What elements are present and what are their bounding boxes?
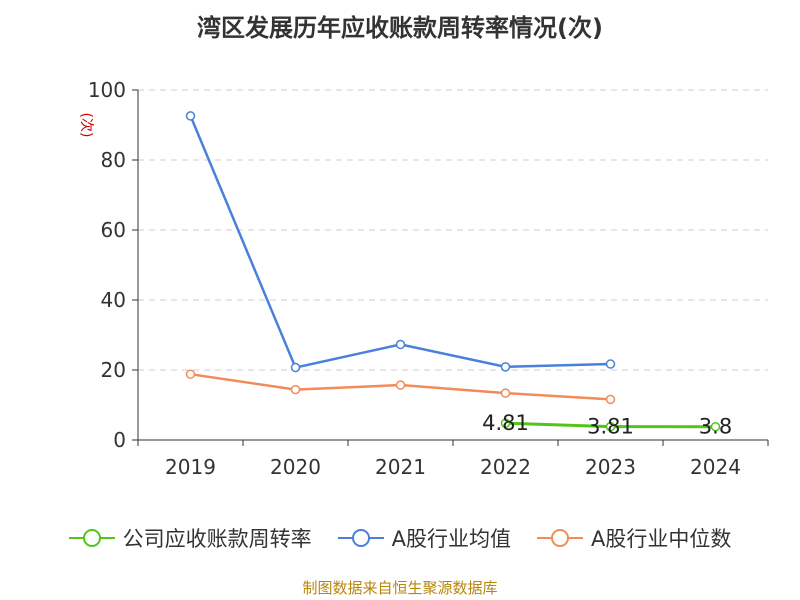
x-tick-label: 2022 — [480, 455, 531, 479]
y-tick-label: 0 — [113, 428, 126, 452]
data-point — [290, 362, 301, 373]
legend-label-industry-median: A股行业中位数 — [591, 527, 732, 551]
data-point — [395, 339, 406, 350]
data-label: 3.8 — [699, 415, 732, 439]
legend-label-industry-mean: A股行业均值 — [391, 527, 511, 551]
data-point — [185, 369, 196, 379]
y-tick-label: 80 — [101, 148, 126, 172]
data-point — [710, 421, 721, 432]
chart-title: 湾区发展历年应收账款周转率情况(次) — [197, 14, 603, 42]
legend-label-company: 公司应收账款周转率 — [122, 527, 312, 551]
legend-swatch-industry-median — [537, 529, 583, 547]
data-label: 4.81 — [482, 411, 529, 435]
legend-swatch-company — [68, 529, 115, 547]
data-point — [290, 384, 301, 395]
x-tick-label: 2023 — [585, 455, 636, 479]
legend-swatch-industry-mean — [337, 529, 384, 547]
y-tick-label: 60 — [101, 218, 126, 242]
y-axis-label: (次) — [78, 113, 94, 138]
series-line-1 — [189, 115, 611, 369]
x-tick-label: 2020 — [270, 455, 321, 479]
x-tick-label: 2024 — [690, 455, 741, 479]
data-point — [500, 418, 511, 428]
data-point — [605, 394, 616, 405]
x-tick-label: 2021 — [375, 455, 426, 479]
chart-legend: 公司应收账款周转率 A股行业均值 A股行业中位数 — [0, 520, 800, 556]
data-point — [185, 111, 196, 121]
data-point — [605, 421, 616, 432]
y-tick-label: 20 — [101, 358, 126, 382]
data-label: 3.81 — [587, 415, 634, 439]
data-source-note: 制图数据来自恒生聚源数据库 — [302, 579, 498, 597]
data-point — [605, 359, 616, 369]
y-tick-label: 100 — [88, 78, 126, 102]
data-point — [500, 362, 511, 372]
data-point — [500, 388, 511, 398]
legend-item-company[interactable]: 公司应收账款周转率 — [68, 523, 312, 553]
legend-item-industry-median[interactable]: A股行业中位数 — [537, 523, 731, 553]
y-tick-label: 40 — [101, 288, 126, 312]
data-point — [395, 380, 406, 390]
x-tick-label: 2019 — [165, 455, 216, 479]
legend-item-industry-mean[interactable]: A股行业均值 — [337, 523, 511, 553]
